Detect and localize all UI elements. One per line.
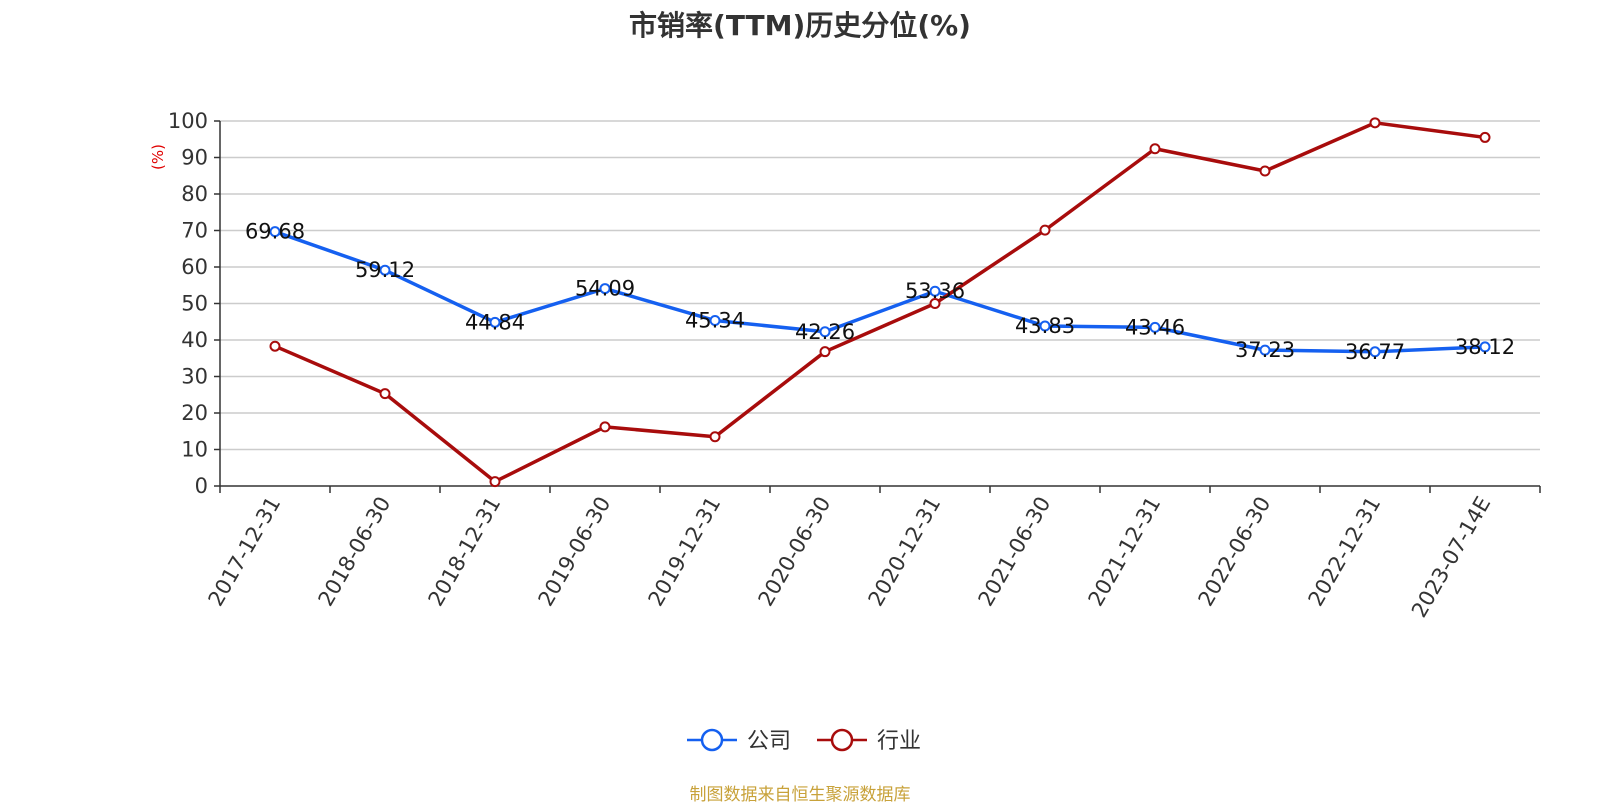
- y-tick-label: 40: [181, 328, 208, 352]
- data-point: [1369, 117, 1381, 129]
- data-point: [819, 326, 831, 338]
- y-tick-label: 70: [181, 219, 208, 243]
- series-line-0: [274, 230, 1486, 354]
- data-point: [599, 283, 611, 295]
- chart-title: 市销率(TTM)历史分位(%): [629, 9, 971, 42]
- legend-label: 公司: [747, 729, 791, 754]
- data-point: [379, 388, 391, 400]
- source-note: 制图数据来自恒生聚源数据库: [689, 785, 911, 805]
- data-point: [709, 315, 721, 327]
- data-label: 44.84: [465, 310, 525, 334]
- data-point: [599, 421, 611, 433]
- y-tick-label: 60: [181, 255, 208, 279]
- data-point: [269, 340, 281, 352]
- data-point: [1479, 131, 1491, 143]
- legend-label: 行业: [877, 729, 921, 754]
- x-tick-label: 2018-12-31: [424, 493, 506, 611]
- legend-marker: [700, 728, 724, 752]
- y-tick-label: 20: [181, 401, 208, 425]
- x-tick-label: 2023-07-14E: [1407, 493, 1495, 622]
- data-point: [489, 316, 501, 328]
- grid-lines: [220, 120, 1540, 451]
- data-label: 37.23: [1235, 338, 1295, 362]
- data-point: [1149, 321, 1161, 333]
- x-tick-label: 2021-06-30: [974, 493, 1056, 611]
- y-tick-label: 100: [168, 109, 208, 133]
- x-tick-label: 2017-12-31: [204, 493, 286, 611]
- data-point: [1259, 165, 1271, 177]
- data-label: 36.77: [1345, 340, 1405, 364]
- x-tick-label: 2022-12-31: [1304, 493, 1386, 611]
- x-tick-label: 2020-06-30: [754, 493, 836, 611]
- data-point: [929, 285, 941, 297]
- data-point: [379, 264, 391, 276]
- series-line-1: [274, 121, 1486, 484]
- data-label: 54.09: [575, 277, 635, 301]
- y-tick-label: 90: [181, 146, 208, 170]
- data-point: [1039, 224, 1051, 236]
- axes: 0 10 20 30 40 50 60 70 80 90 100 2017-12-31 2018-06-…: [168, 109, 1541, 622]
- x-tick-label: 2019-12-31: [644, 493, 726, 611]
- data-label: 43.83: [1015, 314, 1075, 338]
- y-axis-title: (%): [149, 144, 167, 170]
- x-tick-label: 2022-06-30: [1194, 493, 1276, 611]
- data-point: [1039, 320, 1051, 332]
- data-label: 43.46: [1125, 315, 1185, 339]
- data-point: [819, 346, 831, 358]
- data-point: [489, 476, 501, 488]
- x-tick-label: 2018-06-30: [314, 493, 396, 611]
- x-tick-label: 2019-06-30: [534, 493, 616, 611]
- x-tick-label: 2021-12-31: [1084, 493, 1166, 611]
- data-label: 59.12: [355, 258, 415, 282]
- data-point: [269, 226, 281, 238]
- series-layer: [269, 117, 1491, 488]
- y-tick-label: 0: [195, 474, 208, 498]
- y-tick-label: 10: [181, 438, 208, 462]
- y-tick-label: 80: [181, 182, 208, 206]
- x-tick-label: 2020-12-31: [864, 493, 946, 611]
- data-point: [1259, 344, 1271, 356]
- data-label: 42.26: [795, 320, 855, 344]
- data-point: [1369, 346, 1381, 358]
- data-point: [1149, 143, 1161, 155]
- data-label: 69.68: [245, 220, 305, 244]
- data-label: 38.12: [1455, 335, 1515, 359]
- data-label: 53.36: [905, 279, 965, 303]
- legend-marker: [830, 728, 854, 752]
- data-labels: 69.68 59.12 44.84 54.09 45.34 42.26 53.36 43.83…: [245, 220, 1515, 364]
- y-tick-label: 30: [181, 365, 208, 389]
- y-tick-label: 50: [181, 292, 208, 316]
- data-point: [709, 431, 721, 443]
- data-point: [1479, 341, 1491, 353]
- data-label: 45.34: [685, 309, 745, 333]
- legend: 公司 行业: [687, 728, 921, 754]
- data-point: [929, 298, 941, 309]
